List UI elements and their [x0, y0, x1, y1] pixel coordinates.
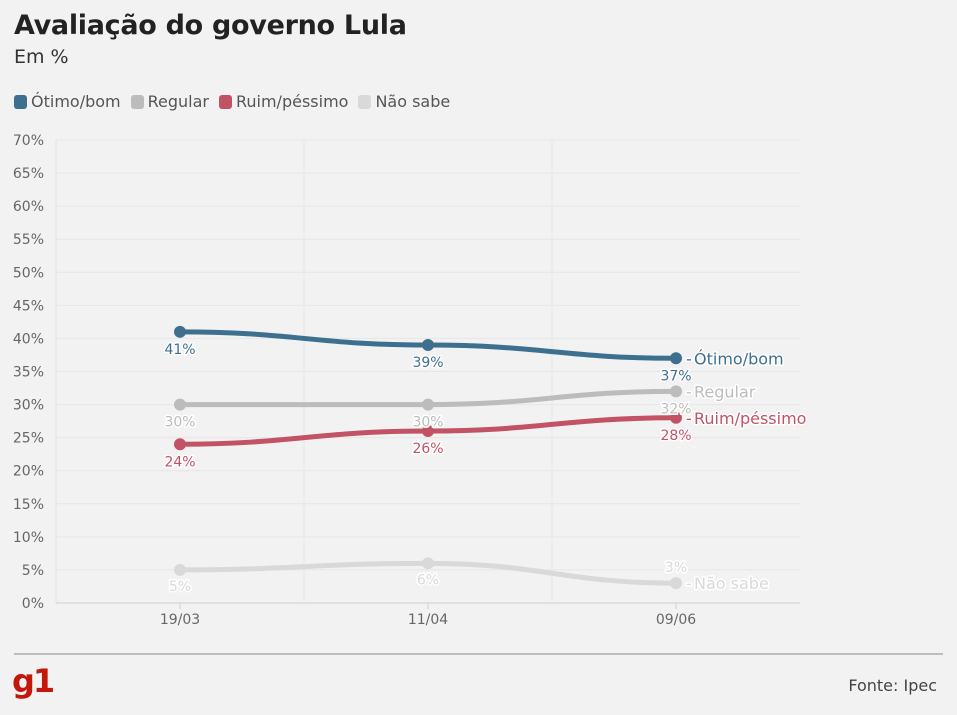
- data-label: 28%: [660, 428, 691, 444]
- legend-item-regular: Regular: [130, 92, 209, 111]
- data-point: [422, 425, 434, 438]
- data-label: 3%: [665, 560, 687, 576]
- series-end-dash: -: [686, 349, 692, 368]
- data-label: 26%: [412, 441, 443, 457]
- series-end-label: Ótimo/bom: [694, 349, 784, 368]
- data-label: 24%: [164, 454, 195, 470]
- data-point: [670, 577, 682, 590]
- series-end-dash: -: [686, 382, 692, 401]
- data-point: [422, 339, 434, 352]
- legend-label: Ruim/péssimo: [235, 92, 349, 111]
- data-label: 37%: [660, 368, 691, 384]
- data-point: [670, 411, 682, 424]
- y-tick-label: 40%: [13, 331, 44, 347]
- y-tick-label: 50%: [13, 265, 44, 281]
- legend-item-nao-sabe: Não sabe: [358, 92, 450, 111]
- series-end-dash: -: [686, 574, 692, 593]
- legend-label: Não sabe: [375, 92, 451, 111]
- data-point: [174, 398, 186, 411]
- data-label: 39%: [412, 355, 443, 371]
- y-tick-label: 35%: [13, 365, 44, 381]
- y-tick-label: 70%: [13, 133, 44, 149]
- g1-logo: g1: [12, 662, 55, 700]
- source-note: Fonte: Ipec: [848, 676, 937, 695]
- legend-swatch: [130, 94, 144, 109]
- data-point: [174, 563, 186, 576]
- x-tick-label: 09/06: [656, 612, 696, 628]
- legend-label: Regular: [147, 92, 209, 111]
- chart-subtitle: Em %: [14, 46, 69, 68]
- legend: Ótimo/bom Regular Ruim/péssimo Não sabe: [14, 92, 450, 111]
- legend-swatch: [218, 94, 232, 109]
- legend-item-otimo-bom: Ótimo/bom: [14, 92, 121, 111]
- legend-swatch: [358, 94, 372, 109]
- data-point: [422, 557, 434, 570]
- data-point: [174, 325, 186, 338]
- data-label: 5%: [169, 579, 191, 595]
- legend-item-ruim-pessimo: Ruim/péssimo: [218, 92, 349, 111]
- chart-title: Avaliação do governo Lula: [14, 10, 407, 41]
- legend-label: Ótimo/bom: [31, 92, 121, 111]
- y-tick-label: 20%: [13, 464, 44, 480]
- series-end-dash: -: [686, 409, 692, 428]
- data-label: 6%: [417, 572, 439, 588]
- y-tick-label: 60%: [13, 199, 44, 215]
- series-end-label: Não sabe: [694, 574, 769, 593]
- y-tick-label: 10%: [13, 530, 44, 546]
- y-tick-label: 65%: [13, 166, 44, 182]
- y-tick-label: 15%: [13, 497, 44, 513]
- y-tick-label: 0%: [22, 596, 44, 612]
- y-tick-label: 5%: [22, 563, 44, 579]
- data-label: 41%: [164, 342, 195, 358]
- x-tick-label: 11/04: [408, 612, 448, 628]
- footer-divider: [14, 653, 943, 655]
- data-point: [422, 398, 434, 411]
- data-label: 30%: [412, 415, 443, 431]
- y-tick-label: 25%: [13, 431, 44, 447]
- data-label: 32%: [660, 401, 691, 417]
- data-label: 30%: [164, 415, 195, 431]
- x-tick-label: 19/03: [160, 612, 200, 628]
- legend-swatch: [14, 94, 27, 109]
- data-point: [670, 352, 682, 365]
- y-tick-label: 30%: [13, 398, 44, 414]
- y-tick-label: 55%: [13, 232, 44, 248]
- series-end-label: Regular: [694, 382, 756, 401]
- data-point: [174, 438, 186, 451]
- series-end-label: Ruim/péssimo: [694, 409, 806, 428]
- line-chart: 0% 5% 10% 15% 20% 25% 30% 35% 40% 45% 50% 55% 60% 65%…: [13, 133, 808, 628]
- y-tick-label: 45%: [13, 298, 44, 314]
- data-point: [670, 385, 682, 398]
